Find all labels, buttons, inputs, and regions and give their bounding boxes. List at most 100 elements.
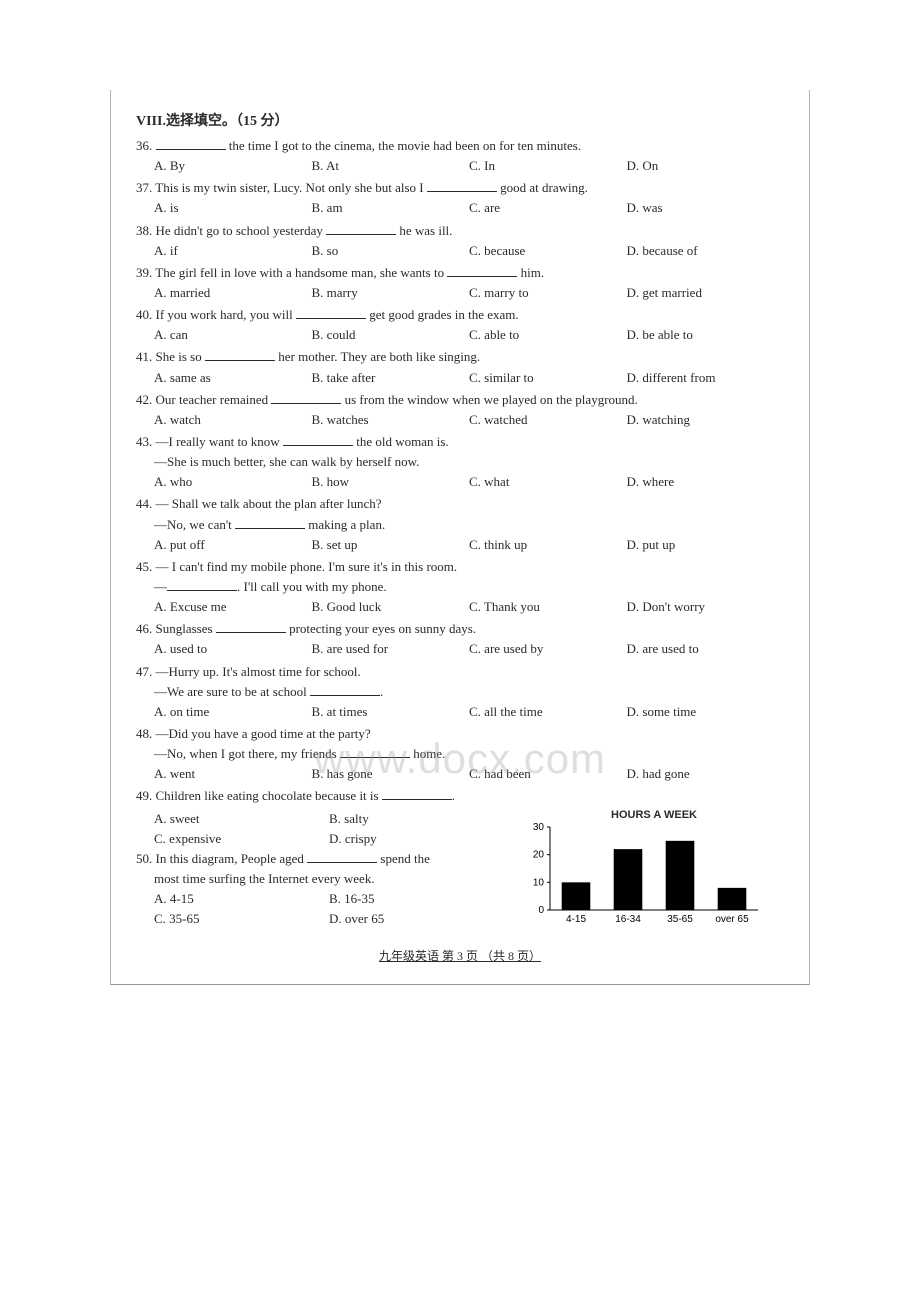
question-stem: 37. This is my twin sister, Lucy. Not on… xyxy=(136,178,784,198)
question-45: 45. — I can't find my mobile phone. I'm … xyxy=(136,557,784,617)
option: A. sweet xyxy=(154,809,329,829)
fill-blank xyxy=(235,516,305,529)
option: A. on time xyxy=(154,702,312,722)
question-42: 42. Our teacher remained us from the win… xyxy=(136,390,784,430)
fill-blank xyxy=(307,850,377,863)
question-48: 48. —Did you have a good time at the par… xyxy=(136,724,784,784)
svg-text:10: 10 xyxy=(533,877,545,888)
chart-bar xyxy=(666,840,695,909)
fill-blank xyxy=(382,788,452,801)
option: A. 4-15 xyxy=(154,889,329,909)
option: D. had gone xyxy=(627,764,785,784)
fill-blank xyxy=(167,578,237,591)
option: C. marry to xyxy=(469,283,627,303)
svg-text:20: 20 xyxy=(533,849,545,860)
fill-blank xyxy=(310,683,380,696)
question-stem: 41. She is so her mother. They are both … xyxy=(136,347,784,367)
option: B. how xyxy=(312,472,470,492)
fill-blank xyxy=(283,433,353,446)
option: B. set up xyxy=(312,535,470,555)
q49-q50-with-chart: A. sweetB. saltyC. expensiveD. crispy50.… xyxy=(136,809,784,933)
option: B. take after xyxy=(312,368,470,388)
option: D. watching xyxy=(627,410,785,430)
option: B. has gone xyxy=(312,764,470,784)
question-stem: —No, we can't making a plan. xyxy=(136,515,784,535)
question-stem: —No, when I got there, my friends home. xyxy=(136,744,784,764)
option: D. crispy xyxy=(329,829,504,849)
question-stem: 36. the time I got to the cinema, the mo… xyxy=(136,136,784,156)
section-header: VIII.选择填空。（15 分） xyxy=(136,110,784,130)
question-36: 36. the time I got to the cinema, the mo… xyxy=(136,136,784,176)
chart-bar xyxy=(614,849,643,910)
question-stem: 38. He didn't go to school yesterday he … xyxy=(136,221,784,241)
svg-text:over 65: over 65 xyxy=(715,914,749,925)
fill-blank xyxy=(216,621,286,634)
options-row: A. isB. amC. areD. was xyxy=(136,198,784,218)
option: B. am xyxy=(312,198,470,218)
question-stem: 40. If you work hard, you will get good … xyxy=(136,305,784,325)
option: D. was xyxy=(627,198,785,218)
chart-container: HOURS A WEEK01020304-1516-3435-65over 65 xyxy=(504,809,784,933)
question-43: 43. —I really want to know the old woman… xyxy=(136,432,784,492)
options-row: C. expensiveD. crispy xyxy=(136,829,504,849)
option: D. over 65 xyxy=(329,909,504,929)
option: D. be able to xyxy=(627,325,785,345)
option: C. because xyxy=(469,241,627,261)
question-stem: —We are sure to be at school . xyxy=(136,682,784,702)
option: C. In xyxy=(469,156,627,176)
option: A. if xyxy=(154,241,312,261)
question-44: 44. — Shall we talk about the plan after… xyxy=(136,494,784,554)
option: B. watches xyxy=(312,410,470,430)
svg-text:4-15: 4-15 xyxy=(566,914,586,925)
option: D. because of xyxy=(627,241,785,261)
fill-blank xyxy=(271,391,341,404)
page-footer: 九年级英语 第 3 页 （共 8 页） xyxy=(136,947,784,964)
option: B. at times xyxy=(312,702,470,722)
bottom-rule xyxy=(110,984,810,985)
question-47: 47. —Hurry up. It's almost time for scho… xyxy=(136,662,784,722)
option: B. Good luck xyxy=(312,597,470,617)
option: A. married xyxy=(154,283,312,303)
chart-bar xyxy=(718,887,747,909)
option: A. watch xyxy=(154,410,312,430)
options-row: A. canB. couldC. able toD. be able to xyxy=(136,325,784,345)
fill-blank xyxy=(296,306,366,319)
question-40: 40. If you work hard, you will get good … xyxy=(136,305,784,345)
options-row: A. marriedB. marryC. marry toD. get marr… xyxy=(136,283,784,303)
option: A. who xyxy=(154,472,312,492)
options-row: A. put offB. set upC. think upD. put up xyxy=(136,535,784,555)
option: B. At xyxy=(312,156,470,176)
options-row: C. 35-65D. over 65 xyxy=(136,909,504,929)
option: D. where xyxy=(627,472,785,492)
hours-chart: 01020304-1516-3435-65over 65 xyxy=(524,823,764,928)
question-stem: 50. In this diagram, People aged spend t… xyxy=(136,849,504,869)
options-row: A. Excuse meB. Good luckC. Thank youD. D… xyxy=(136,597,784,617)
options-row: A. watchB. watchesC. watchedD. watching xyxy=(136,410,784,430)
option: B. salty xyxy=(329,809,504,829)
option: A. same as xyxy=(154,368,312,388)
option: A. put off xyxy=(154,535,312,555)
option: A. Excuse me xyxy=(154,597,312,617)
option: D. some time xyxy=(627,702,785,722)
chart-title: HOURS A WEEK xyxy=(524,809,784,821)
options-row: A. on timeB. at timesC. all the timeD. s… xyxy=(136,702,784,722)
content-area: www.docx.com VIII.选择填空。（15 分） 36. the ti… xyxy=(110,90,810,984)
option: C. expensive xyxy=(154,829,329,849)
options-row: A. wentB. has goneC. had beenD. had gone xyxy=(136,764,784,784)
question-46: 46. Sunglasses protecting your eyes on s… xyxy=(136,619,784,659)
question-stem: 45. — I can't find my mobile phone. I'm … xyxy=(136,557,784,577)
question-37: 37. This is my twin sister, Lucy. Not on… xyxy=(136,178,784,218)
option: A. can xyxy=(154,325,312,345)
option: B. so xyxy=(312,241,470,261)
question-38: 38. He didn't go to school yesterday he … xyxy=(136,221,784,261)
option: B. marry xyxy=(312,283,470,303)
options-row: A. ifB. soC. becauseD. because of xyxy=(136,241,784,261)
question-stem: 44. — Shall we talk about the plan after… xyxy=(136,494,784,514)
option: A. went xyxy=(154,764,312,784)
options-row: A. ByB. AtC. InD. On xyxy=(136,156,784,176)
q49-q50-left: A. sweetB. saltyC. expensiveD. crispy50.… xyxy=(136,809,504,930)
option: C. similar to xyxy=(469,368,627,388)
page-wrapper: www.docx.com VIII.选择填空。（15 分） 36. the ti… xyxy=(0,0,920,1085)
option: A. By xyxy=(154,156,312,176)
options-row: A. sweetB. salty xyxy=(136,809,504,829)
